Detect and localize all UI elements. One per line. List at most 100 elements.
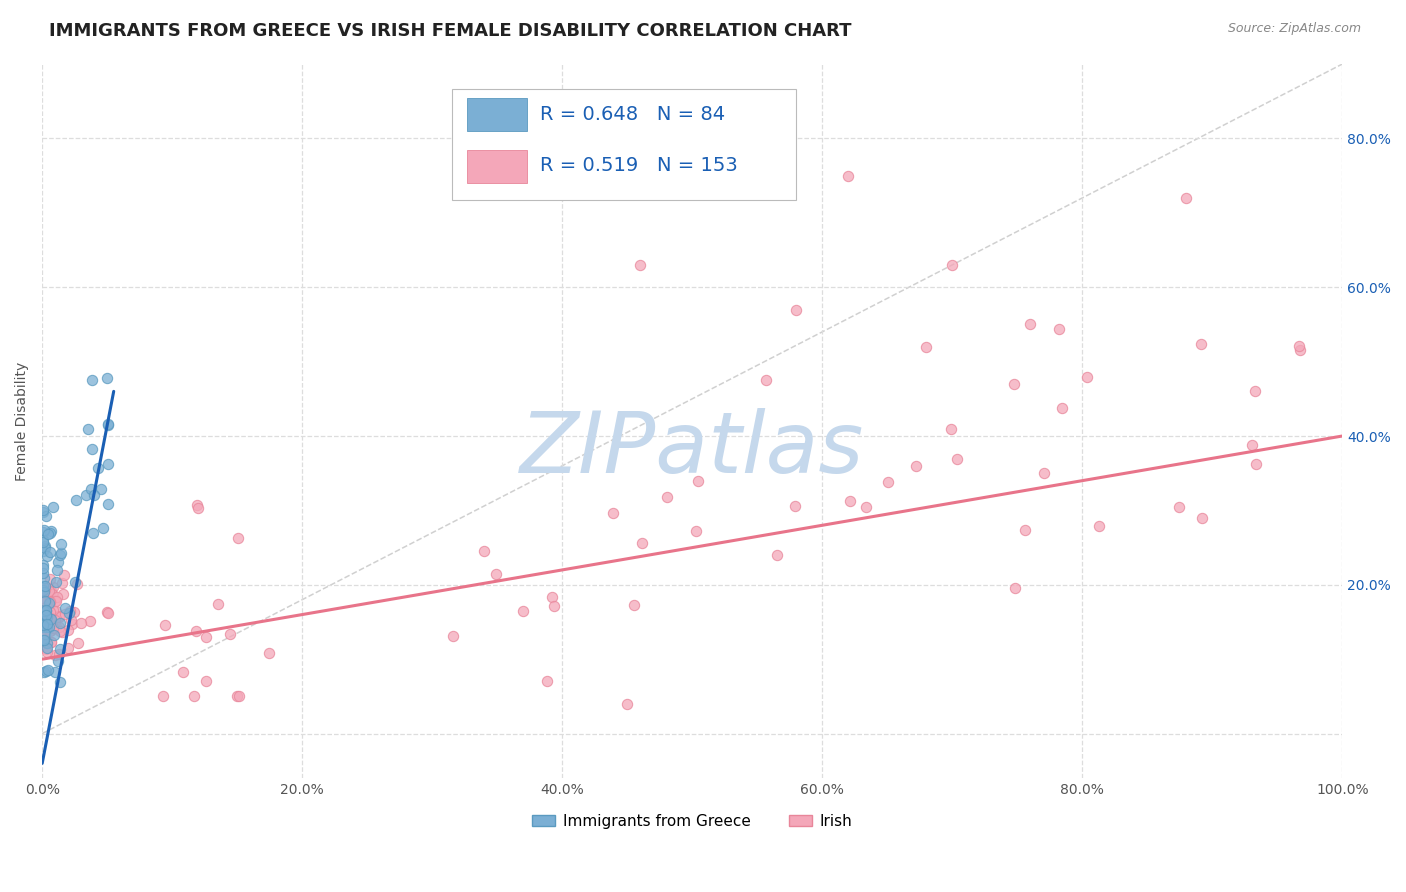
Point — [1076, 370, 1098, 384]
Point — [35, 635, 58, 649]
Point — [32, 534, 55, 549]
Point — [685, 524, 707, 539]
Point — [79, 614, 101, 628]
Point — [49, 674, 72, 689]
Legend: Immigrants from Greece, Irish: Immigrants from Greece, Irish — [526, 807, 858, 835]
Point — [35, 608, 58, 623]
Point — [60, 617, 83, 632]
Point — [536, 674, 558, 689]
Point — [38, 596, 60, 610]
Point — [45, 593, 67, 607]
Point — [42, 581, 65, 595]
Point — [49, 642, 72, 657]
Point — [186, 624, 208, 638]
Point — [837, 169, 859, 183]
Point — [63, 606, 86, 620]
Point — [48, 620, 70, 634]
Point — [42, 621, 65, 635]
Point — [44, 665, 66, 680]
Point — [32, 579, 55, 593]
Point — [32, 629, 55, 643]
Point — [66, 636, 89, 650]
Point — [44, 648, 66, 663]
Point — [602, 506, 624, 520]
Point — [35, 635, 58, 649]
Point — [187, 501, 209, 516]
Point — [44, 615, 66, 629]
Point — [194, 630, 217, 644]
Point — [53, 601, 76, 615]
Point — [35, 599, 58, 614]
Point — [59, 613, 82, 627]
Point — [96, 370, 118, 384]
Point — [765, 548, 787, 562]
Point — [32, 633, 55, 648]
Point — [35, 616, 58, 631]
Point — [34, 623, 56, 637]
Point — [46, 590, 69, 604]
Point — [35, 620, 58, 634]
Point — [441, 629, 464, 643]
Point — [83, 488, 105, 502]
Point — [31, 593, 53, 607]
Point — [915, 340, 938, 354]
Point — [38, 624, 60, 638]
FancyBboxPatch shape — [467, 98, 527, 131]
Point — [32, 619, 55, 633]
Point — [91, 521, 114, 535]
Point — [39, 594, 62, 608]
Point — [37, 527, 59, 541]
Point — [75, 488, 97, 502]
Point — [905, 458, 928, 473]
Point — [32, 582, 55, 597]
Point — [41, 587, 63, 601]
Point — [35, 644, 58, 658]
Point — [32, 503, 55, 517]
Point — [485, 567, 508, 582]
Point — [66, 577, 89, 591]
Point — [56, 641, 79, 656]
Point — [1087, 519, 1109, 533]
Point — [35, 595, 58, 609]
Point — [31, 609, 53, 624]
Point — [207, 597, 229, 611]
Point — [226, 690, 249, 704]
Point — [42, 628, 65, 642]
Point — [186, 498, 208, 512]
Point — [90, 483, 112, 497]
Point — [44, 619, 66, 633]
Point — [474, 544, 496, 558]
Point — [941, 258, 963, 272]
Point — [1002, 377, 1025, 392]
Point — [41, 500, 63, 514]
Point — [56, 623, 79, 637]
Point — [1288, 339, 1310, 353]
Point — [35, 612, 58, 626]
Point — [32, 585, 55, 599]
Point — [32, 525, 55, 540]
Point — [76, 422, 98, 436]
Point — [52, 587, 75, 601]
Point — [32, 604, 55, 618]
Point — [153, 617, 176, 632]
Point — [219, 627, 242, 641]
Point — [34, 627, 56, 641]
Text: IMMIGRANTS FROM GREECE VS IRISH FEMALE DISABILITY CORRELATION CHART: IMMIGRANTS FROM GREECE VS IRISH FEMALE D… — [49, 22, 852, 40]
Point — [97, 417, 120, 431]
Point — [44, 613, 66, 627]
Point — [31, 595, 53, 609]
Point — [172, 665, 194, 679]
Point — [1014, 523, 1036, 537]
Point — [257, 646, 280, 660]
Point — [1050, 401, 1073, 416]
Point — [32, 620, 55, 634]
Point — [228, 690, 250, 704]
Point — [48, 548, 70, 562]
Point — [82, 525, 104, 540]
Point — [688, 474, 710, 488]
Point — [86, 461, 108, 475]
Y-axis label: Female Disability: Female Disability — [15, 361, 30, 481]
Point — [41, 623, 63, 637]
Point — [96, 606, 118, 620]
Point — [63, 574, 86, 589]
